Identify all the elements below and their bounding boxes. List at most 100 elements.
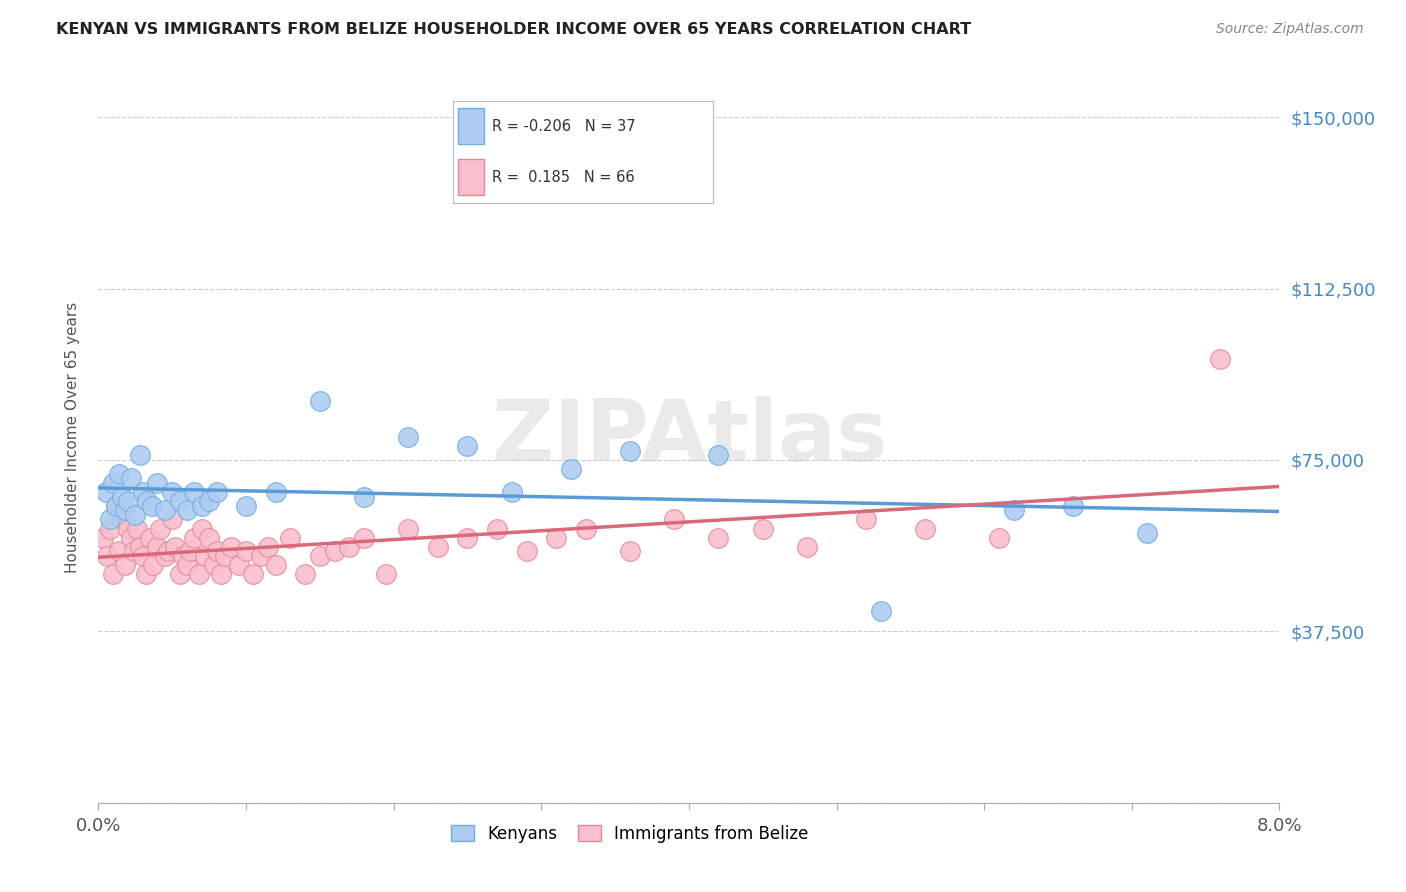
Point	[98, 512, 121, 526]
Point	[108, 544, 131, 558]
Point	[235, 544, 257, 558]
Point	[1002, 503, 1025, 517]
Point	[486, 521, 509, 535]
Point	[205, 544, 228, 558]
Point	[169, 494, 191, 508]
Point	[114, 503, 136, 517]
Point	[191, 499, 214, 513]
Point	[146, 540, 169, 554]
Point	[323, 544, 346, 558]
Text: ZIPAtlas: ZIPAtlas	[491, 395, 887, 479]
Point	[111, 512, 134, 526]
Point	[205, 484, 228, 499]
Point	[353, 531, 375, 545]
Point	[457, 531, 479, 545]
Point	[309, 393, 332, 408]
Point	[139, 531, 162, 545]
Point	[94, 484, 117, 499]
Point	[914, 521, 936, 535]
Point	[162, 484, 183, 499]
Point	[124, 508, 146, 522]
Text: KENYAN VS IMMIGRANTS FROM BELIZE HOUSEHOLDER INCOME OVER 65 YEARS CORRELATION CH: KENYAN VS IMMIGRANTS FROM BELIZE HOUSEHO…	[56, 22, 972, 37]
Point	[309, 549, 332, 563]
Point	[153, 503, 176, 517]
Point	[122, 544, 145, 558]
Point	[457, 439, 479, 453]
Point	[120, 471, 142, 485]
Point	[280, 531, 302, 545]
Point	[264, 484, 287, 499]
Point	[103, 567, 125, 582]
Point	[108, 467, 131, 481]
Point	[353, 490, 375, 504]
Point	[198, 531, 221, 545]
Point	[339, 540, 361, 554]
Point	[183, 484, 205, 499]
Point	[176, 558, 198, 573]
Point	[221, 540, 243, 554]
Point	[191, 521, 214, 535]
Point	[707, 448, 730, 462]
Point	[619, 544, 641, 558]
Point	[132, 484, 155, 499]
Point	[128, 540, 150, 554]
Point	[146, 475, 169, 490]
Point	[141, 499, 163, 513]
Point	[235, 499, 257, 513]
Point	[707, 531, 730, 545]
Point	[183, 531, 205, 545]
Point	[427, 540, 450, 554]
Point	[96, 549, 118, 563]
Point	[91, 531, 114, 545]
Point	[105, 499, 128, 513]
Point	[870, 604, 893, 618]
Point	[546, 531, 568, 545]
Point	[125, 521, 148, 535]
Point	[398, 521, 420, 535]
Point	[209, 567, 232, 582]
Point	[250, 549, 273, 563]
Point	[172, 549, 194, 563]
Text: Source: ZipAtlas.com: Source: ZipAtlas.com	[1216, 22, 1364, 37]
Point	[176, 503, 198, 517]
Point	[149, 521, 172, 535]
Point	[1136, 526, 1159, 541]
Point	[156, 544, 179, 558]
Point	[796, 540, 818, 554]
Point	[242, 567, 264, 582]
Point	[117, 521, 139, 535]
Y-axis label: Householder Income Over 65 years: Householder Income Over 65 years	[65, 301, 80, 573]
Point	[294, 567, 316, 582]
Point	[132, 549, 155, 563]
Point	[169, 567, 191, 582]
Point	[162, 512, 183, 526]
Point	[187, 567, 209, 582]
Point	[142, 558, 165, 573]
Point	[398, 430, 420, 444]
Point	[575, 521, 598, 535]
Point	[128, 448, 150, 462]
Point	[179, 544, 201, 558]
Point	[194, 549, 217, 563]
Point	[228, 558, 250, 573]
Legend: Kenyans, Immigrants from Belize: Kenyans, Immigrants from Belize	[444, 818, 815, 849]
Point	[375, 567, 398, 582]
Point	[1062, 499, 1084, 513]
Point	[516, 544, 538, 558]
Point	[855, 512, 877, 526]
Point	[264, 558, 287, 573]
Point	[136, 494, 159, 508]
Point	[111, 490, 134, 504]
Point	[1209, 352, 1232, 367]
Point	[501, 484, 523, 499]
Point	[135, 567, 157, 582]
Point	[120, 531, 142, 545]
Point	[752, 521, 775, 535]
Point	[105, 499, 128, 513]
Point	[257, 540, 280, 554]
Point	[214, 549, 236, 563]
Point	[103, 475, 125, 490]
Point	[560, 462, 582, 476]
Point	[198, 494, 221, 508]
Point	[988, 531, 1011, 545]
